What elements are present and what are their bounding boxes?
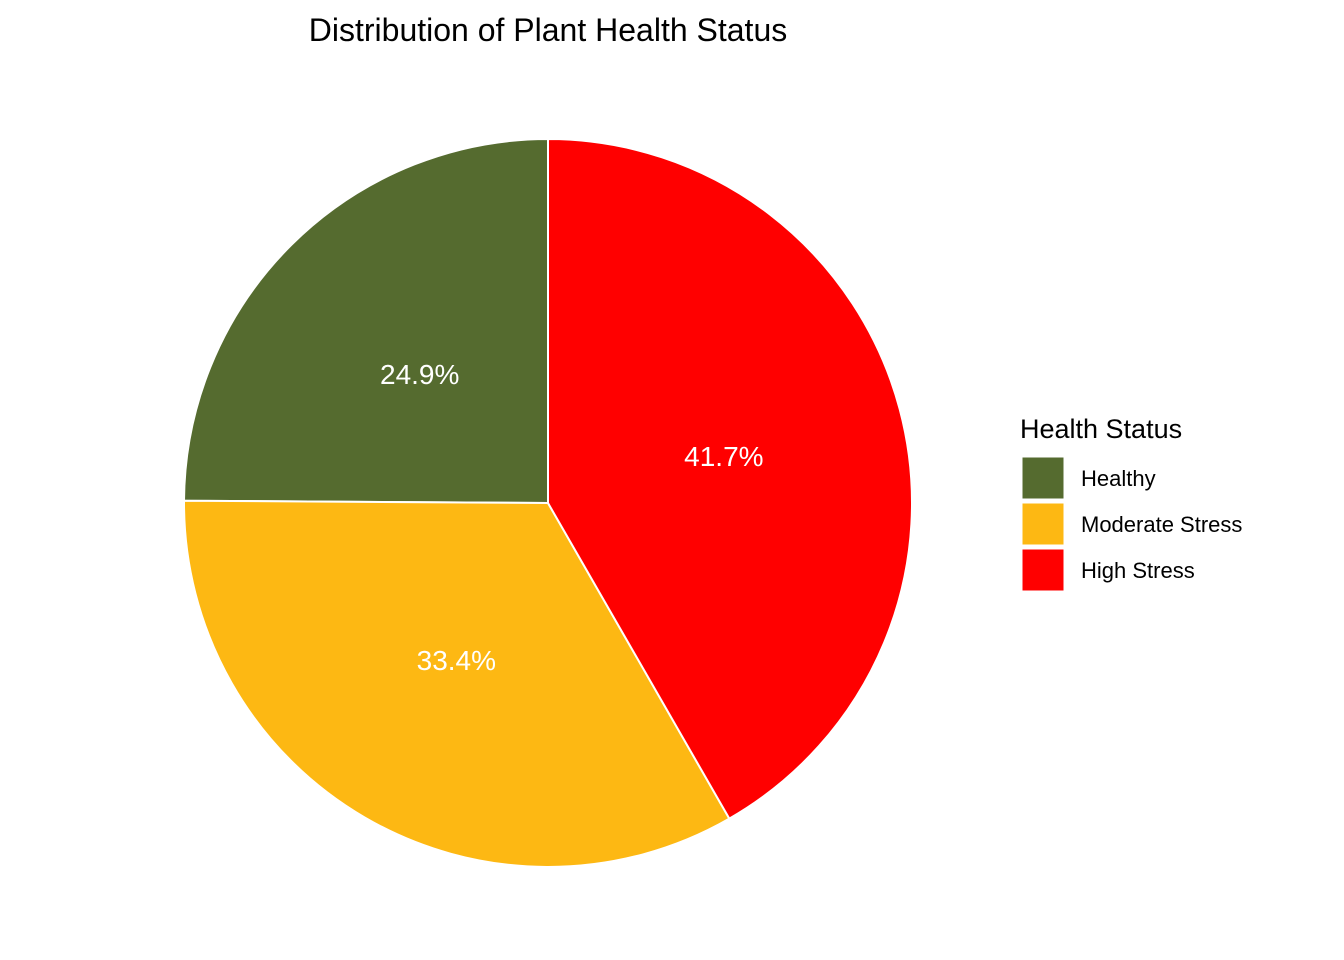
chart-title: Distribution of Plant Health Status xyxy=(309,12,787,48)
legend-label-healthy: Healthy xyxy=(1081,466,1156,491)
legend-swatch-high-stress xyxy=(1021,548,1065,592)
legend: Health Status Healthy Moderate Stress High… xyxy=(1020,414,1242,592)
legend-title: Health Status xyxy=(1020,414,1182,444)
slice-label-high-stress: 41.7% xyxy=(684,441,763,472)
legend-swatch-healthy xyxy=(1021,456,1065,500)
legend-label-moderate-stress: Moderate Stress xyxy=(1081,512,1242,537)
legend-items: Healthy Moderate Stress High Stress xyxy=(1021,456,1242,592)
slice-label-moderate-stress: 33.4% xyxy=(417,645,496,676)
pie-slice-moderate-stress xyxy=(183,499,731,868)
pie-slice-healthy xyxy=(182,137,549,505)
pie-slice-high-stress xyxy=(547,137,913,820)
pie-slice-labels: 24.9% 33.4% 41.7% xyxy=(380,359,764,676)
legend-swatch-moderate-stress xyxy=(1021,502,1065,546)
legend-label-high-stress: High Stress xyxy=(1081,558,1195,583)
pie-slices xyxy=(182,137,913,868)
slice-label-healthy: 24.9% xyxy=(380,359,459,390)
